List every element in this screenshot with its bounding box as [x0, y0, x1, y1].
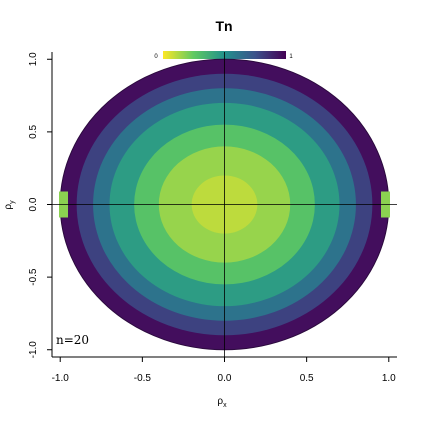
colorbar-max-label: 1 — [289, 54, 293, 60]
y-tick-label: 1.0 — [28, 52, 39, 66]
x-axis-ticks: -1.0 -0.5 0.0 0.5 1.0 — [52, 357, 396, 384]
y-axis-label-sub: y — [9, 200, 16, 204]
colorbar: 0 1 — [154, 51, 293, 60]
colorbar-min-label: 0 — [154, 54, 158, 60]
y-tick-label: 0.0 — [28, 197, 39, 211]
y-axis-ticks: -1.0 -0.5 0.0 0.5 1.0 — [28, 52, 52, 358]
y-axis-label: ρy — [3, 200, 16, 210]
x-axis-label-sub: x — [223, 402, 227, 409]
x-tick-label: 0.0 — [218, 373, 232, 384]
x-tick-label: 0.5 — [300, 373, 314, 384]
sample-size-annotation: n=20 — [56, 333, 89, 347]
y-tick-label: 0.5 — [28, 124, 39, 138]
x-axis-label: ρx — [217, 396, 227, 409]
x-tick-label: -0.5 — [134, 373, 152, 384]
y-tick-label: -0.5 — [28, 268, 39, 286]
x-tick-label: -1.0 — [52, 373, 70, 384]
x-axis-label-main: ρ — [217, 396, 223, 407]
chart-title: Tn — [215, 18, 232, 34]
x-tick-label: 1.0 — [382, 373, 396, 384]
y-axis-label-main: ρ — [3, 204, 14, 210]
y-tick-label: -1.0 — [28, 341, 39, 359]
